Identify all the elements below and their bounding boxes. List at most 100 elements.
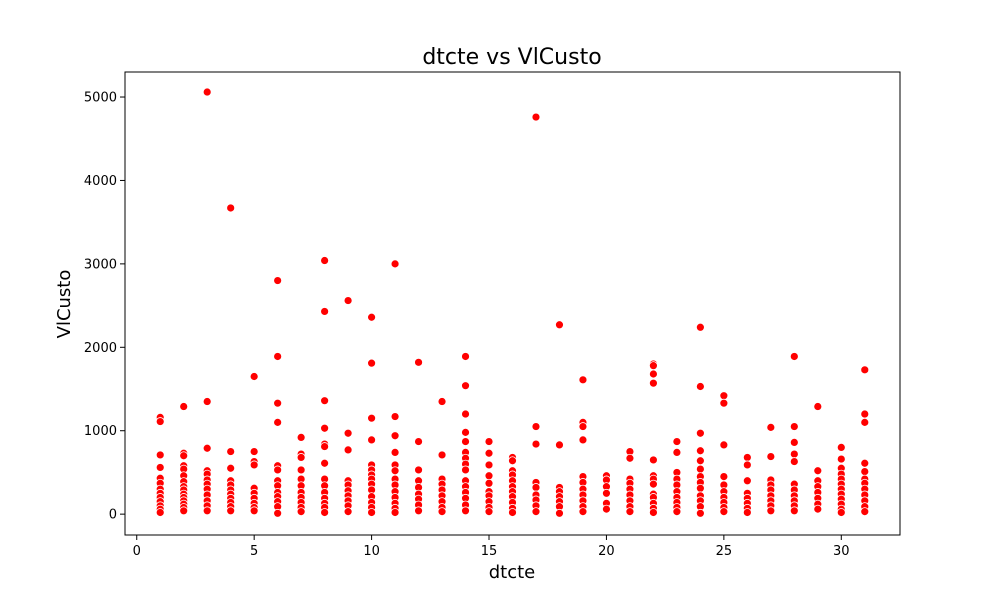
data-point (390, 508, 400, 517)
data-point (766, 452, 776, 461)
x-tick-label: 20 (598, 544, 615, 559)
data-point (273, 417, 283, 427)
data-point (155, 508, 165, 517)
data-point (390, 431, 400, 441)
data-point (343, 296, 353, 305)
y-tick-label: 2000 (84, 341, 117, 356)
data-point (461, 437, 470, 446)
data-point (860, 417, 870, 427)
data-point (484, 437, 494, 446)
data-point (649, 455, 658, 465)
data-point (414, 437, 423, 446)
data-point (649, 369, 658, 379)
data-point (695, 483, 705, 493)
data-point (789, 437, 799, 447)
data-point (555, 320, 564, 330)
data-point (531, 507, 541, 517)
data-point (320, 256, 330, 265)
data-point (296, 465, 306, 475)
data-point (719, 391, 729, 401)
data-point (719, 472, 729, 482)
data-point (226, 203, 236, 213)
data-point (860, 507, 870, 517)
data-point (273, 465, 283, 475)
data-point (672, 448, 682, 457)
data-point (179, 506, 189, 516)
data-point (367, 312, 376, 322)
data-point (672, 437, 682, 446)
data-point (273, 398, 283, 408)
data-point (695, 428, 705, 438)
data-point (555, 440, 564, 450)
data-point (226, 447, 236, 456)
data-point (273, 276, 283, 285)
data-point (179, 451, 189, 461)
data-point (226, 506, 236, 516)
data-point (531, 439, 541, 449)
plot-frame (124, 71, 901, 536)
y-tick-label: 5000 (84, 91, 117, 106)
data-point (789, 422, 799, 431)
data-point (555, 508, 564, 518)
data-point (649, 508, 658, 517)
data-point (625, 507, 635, 517)
data-point (320, 458, 330, 468)
data-point (437, 507, 447, 517)
data-point (249, 447, 259, 456)
data-point (273, 508, 283, 518)
data-point (296, 507, 306, 517)
x-tick-label: 0 (133, 544, 141, 559)
data-point (836, 508, 846, 517)
data-point (742, 476, 752, 486)
data-point (414, 357, 423, 367)
data-point (226, 463, 236, 473)
data-point (390, 412, 400, 421)
data-point (602, 504, 611, 514)
data-point (836, 443, 846, 452)
data-point (813, 402, 823, 411)
data-point (695, 464, 705, 474)
data-point (320, 442, 330, 451)
data-point (860, 409, 870, 419)
data-point (695, 322, 705, 332)
data-point (202, 443, 212, 453)
data-point (155, 417, 165, 426)
x-tick-label: 30 (833, 544, 850, 559)
data-point (813, 504, 823, 514)
data-point (249, 460, 259, 470)
data-point (649, 361, 658, 371)
data-point (320, 423, 330, 433)
data-point (249, 372, 259, 381)
data-point (202, 506, 212, 516)
data-point (789, 457, 799, 466)
data-point (531, 422, 541, 431)
x-tick-label: 5 (250, 544, 258, 559)
data-point (273, 352, 283, 361)
data-point (320, 396, 330, 406)
data-point (461, 352, 470, 361)
data-point (461, 409, 470, 419)
data-point (508, 456, 517, 466)
data-point (649, 479, 658, 489)
data-point (484, 448, 494, 458)
data-point (179, 402, 189, 411)
data-point (367, 435, 376, 445)
data-point (414, 506, 423, 516)
y-tick-label: 1000 (84, 424, 117, 439)
data-point (461, 465, 470, 475)
data-point (719, 398, 729, 408)
data-point (367, 358, 376, 368)
data-point (343, 445, 353, 455)
data-point (719, 440, 729, 450)
data-point (695, 446, 705, 456)
data-point (789, 449, 799, 459)
data-point (155, 463, 165, 472)
data-point (860, 467, 870, 476)
data-point (249, 506, 259, 516)
data-point (484, 478, 494, 488)
data-point (484, 471, 494, 481)
data-point (461, 427, 470, 437)
data-point (414, 465, 423, 475)
data-point (766, 422, 776, 432)
